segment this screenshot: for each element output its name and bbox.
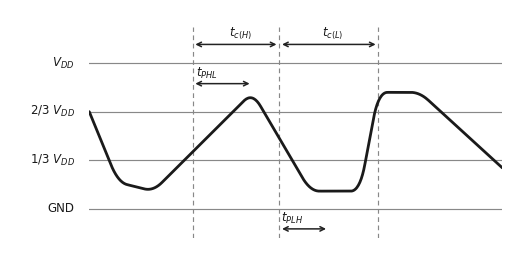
- Text: 1/3 $V_{DD}$: 1/3 $V_{DD}$: [30, 153, 75, 168]
- Text: $t_{c(H)}$: $t_{c(H)}$: [228, 25, 251, 42]
- Text: GND: GND: [48, 202, 75, 215]
- Text: $V_{DD}$: $V_{DD}$: [52, 56, 75, 71]
- Text: $t_{c(L)}$: $t_{c(L)}$: [322, 25, 343, 42]
- Text: $t_{PLH}$: $t_{PLH}$: [281, 211, 303, 226]
- Text: 2/3 $V_{DD}$: 2/3 $V_{DD}$: [30, 104, 75, 119]
- Text: $t_{PHL}$: $t_{PHL}$: [195, 66, 217, 81]
